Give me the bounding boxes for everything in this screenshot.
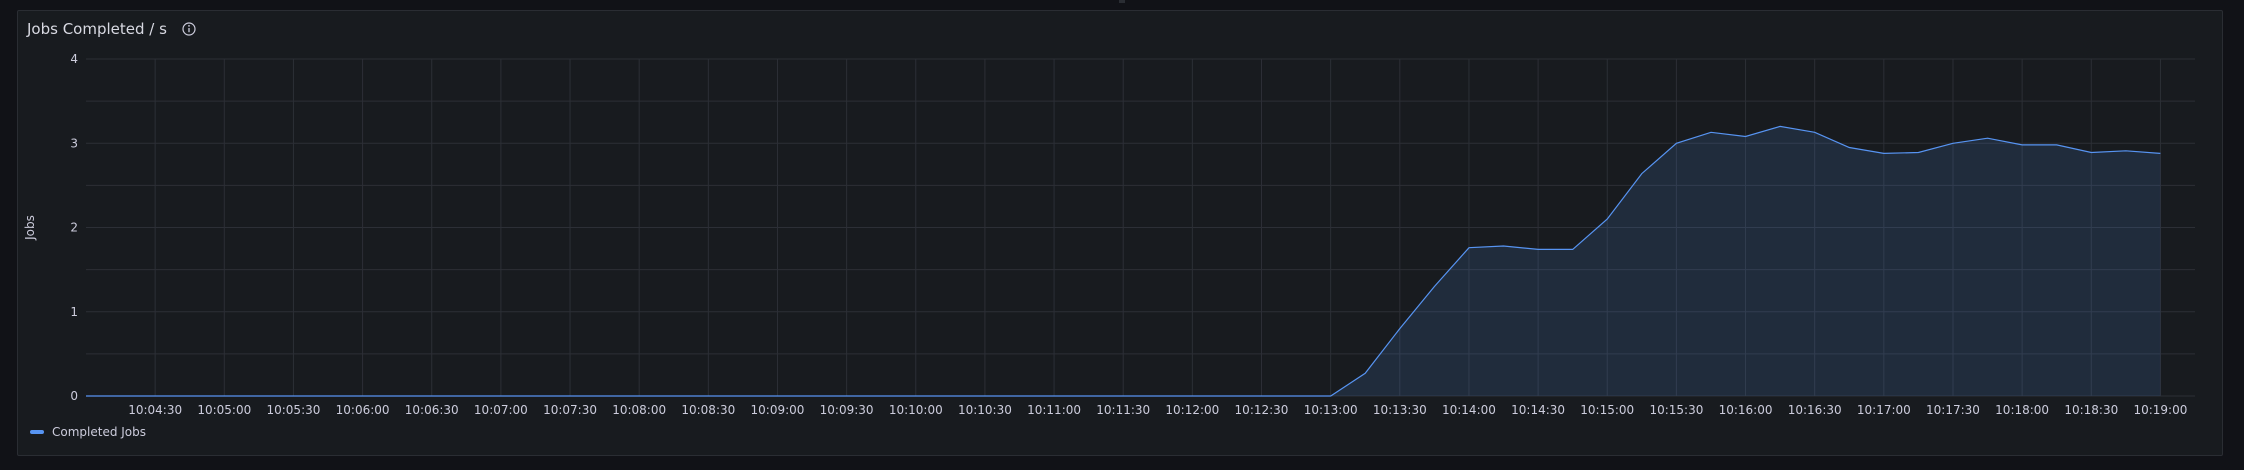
panel-header[interactable]: Jobs Completed / s <box>27 17 197 41</box>
x-tick-label: 10:09:30 <box>820 403 874 417</box>
y-tick-label: 3 <box>70 136 78 150</box>
info-circle-icon[interactable] <box>181 21 197 37</box>
chart-canvas[interactable]: 0 1 2 3 4 10:04:30 10:05:00 10:05:30 10:06:00 10:… <box>18 11 2224 457</box>
x-tick-label: 10:16:00 <box>1719 403 1773 417</box>
x-tick-label: 10:13:00 <box>1304 403 1358 417</box>
x-tick-label: 10:15:00 <box>1580 403 1634 417</box>
y-tick-label: 4 <box>70 52 78 66</box>
x-tick-label: 10:15:30 <box>1649 403 1703 417</box>
x-tick-label: 10:04:30 <box>128 403 182 417</box>
x-tick-label: 10:12:00 <box>1165 403 1219 417</box>
x-tick-label: 10:05:30 <box>266 403 320 417</box>
x-tick-label: 10:10:30 <box>958 403 1012 417</box>
chart-panel: 0 1 2 3 4 10:04:30 10:05:00 10:05:30 10:06:00 10:… <box>17 10 2223 456</box>
x-tick-label: 10:19:00 <box>2133 403 2187 417</box>
x-tick-label: 10:09:00 <box>751 403 805 417</box>
y-tick-label: 2 <box>70 221 78 235</box>
x-tick-label: 10:11:00 <box>1027 403 1081 417</box>
x-tick-label: 10:05:00 <box>197 403 251 417</box>
chart-legend[interactable]: Completed Jobs <box>30 425 146 439</box>
x-tick-label: 10:18:30 <box>2064 403 2118 417</box>
y-tick-label: 0 <box>70 389 78 403</box>
x-tick-label: 10:18:00 <box>1995 403 2049 417</box>
x-tick-label: 10:13:30 <box>1373 403 1427 417</box>
x-tick-label: 10:14:00 <box>1442 403 1496 417</box>
x-tick-label: 10:07:00 <box>474 403 528 417</box>
x-tick-label: 10:08:00 <box>612 403 666 417</box>
x-tick-label: 10:17:30 <box>1926 403 1980 417</box>
x-tick-label: 10:07:30 <box>543 403 597 417</box>
x-tick-label: 10:17:00 <box>1857 403 1911 417</box>
x-tick-label: 10:12:30 <box>1235 403 1289 417</box>
panel-title[interactable]: Jobs Completed / s <box>27 20 167 38</box>
x-tick-label: 10:06:30 <box>405 403 459 417</box>
panel-drag-handle[interactable] <box>1119 0 1125 3</box>
x-tick-label: 10:10:00 <box>889 403 943 417</box>
x-tick-label: 10:14:30 <box>1511 403 1565 417</box>
series-area-fill <box>86 126 2161 397</box>
y-tick-label: 1 <box>70 305 78 319</box>
series-line[interactable] <box>86 125 2161 397</box>
x-tick-label: 10:08:30 <box>681 403 735 417</box>
x-tick-label: 10:06:00 <box>336 403 390 417</box>
y-axis-label: Jobs <box>23 215 37 241</box>
legend-swatch <box>30 430 44 434</box>
legend-label[interactable]: Completed Jobs <box>52 425 147 439</box>
x-tick-label: 10:11:30 <box>1096 403 1150 417</box>
x-tick-label: 10:16:30 <box>1788 403 1842 417</box>
